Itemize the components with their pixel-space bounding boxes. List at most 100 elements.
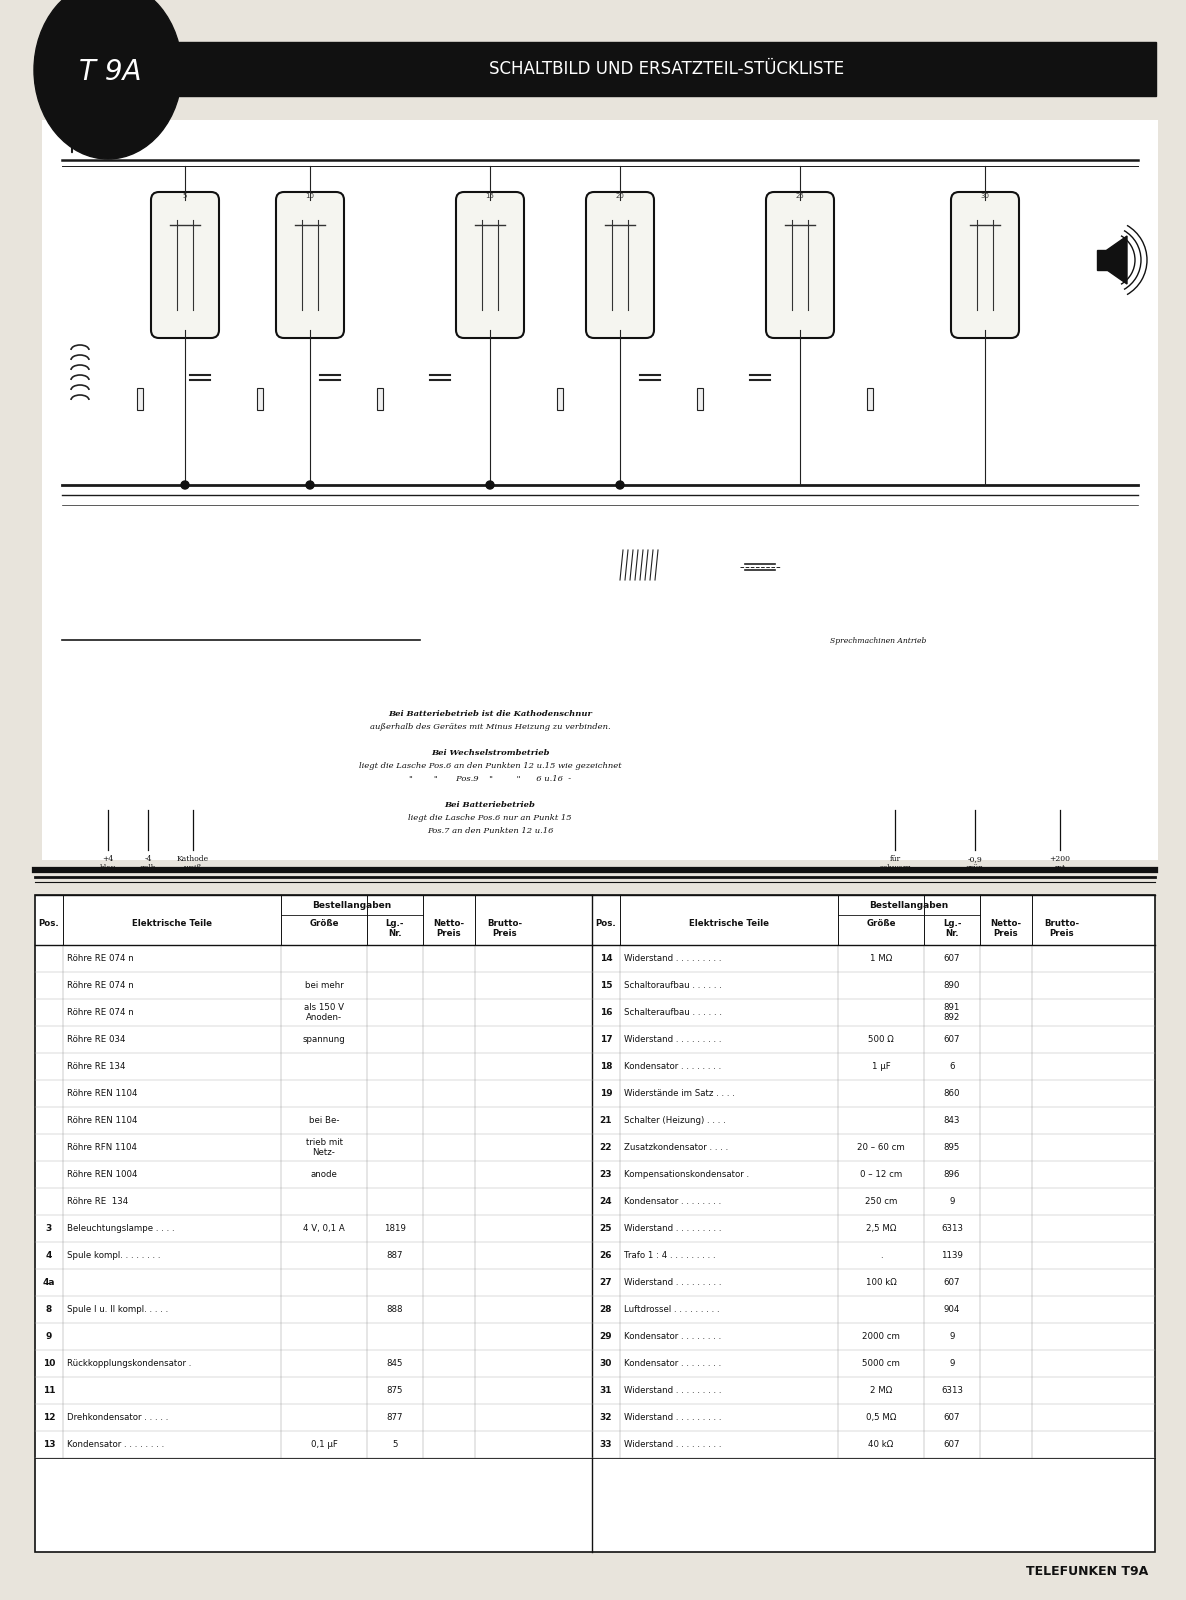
Text: Pos.7 an den Punkten 12 u.16: Pos.7 an den Punkten 12 u.16 — [427, 827, 553, 835]
Text: 6313: 6313 — [940, 1386, 963, 1395]
Text: 9: 9 — [949, 1197, 955, 1206]
Text: 875: 875 — [387, 1386, 403, 1395]
Text: als 150 V
Anoden-: als 150 V Anoden- — [304, 1003, 344, 1022]
Text: 32: 32 — [600, 1413, 612, 1422]
Text: 4 V, 0,1 A: 4 V, 0,1 A — [304, 1224, 345, 1234]
Text: liegt die Lasche Pos.6 an den Punkten 12 u.15 wie gezeichnet: liegt die Lasche Pos.6 an den Punkten 12… — [358, 762, 621, 770]
Text: 9: 9 — [46, 1331, 52, 1341]
Text: 16: 16 — [600, 1008, 612, 1018]
Text: bei Be-: bei Be- — [308, 1117, 339, 1125]
Text: 8: 8 — [46, 1306, 52, 1314]
Text: 250 cm: 250 cm — [865, 1197, 897, 1206]
Circle shape — [306, 482, 314, 490]
Text: 0 – 12 cm: 0 – 12 cm — [860, 1170, 903, 1179]
Text: 9: 9 — [949, 1358, 955, 1368]
Text: Lg.-
Nr.: Lg.- Nr. — [385, 918, 404, 938]
Text: Widerstand . . . . . . . . .: Widerstand . . . . . . . . . — [624, 1413, 721, 1422]
Text: 5: 5 — [183, 194, 187, 198]
Text: Widerstände im Satz . . . .: Widerstände im Satz . . . . — [624, 1090, 735, 1098]
Text: 607: 607 — [944, 1413, 961, 1422]
Text: 0,1 µF: 0,1 µF — [311, 1440, 338, 1450]
Text: Widerstand . . . . . . . . .: Widerstand . . . . . . . . . — [624, 1224, 721, 1234]
Text: Röhre REN 1004: Röhre REN 1004 — [66, 1170, 138, 1179]
Text: Kondensator . . . . . . . .: Kondensator . . . . . . . . — [624, 1331, 721, 1341]
Text: Röhre RE 134: Röhre RE 134 — [66, 1062, 126, 1070]
Text: 15: 15 — [600, 981, 612, 990]
Text: 607: 607 — [944, 954, 961, 963]
Circle shape — [616, 482, 624, 490]
Text: Röhre RE 074 n: Röhre RE 074 n — [66, 981, 134, 990]
Text: Zusatzkondensator . . . .: Zusatzkondensator . . . . — [624, 1142, 728, 1152]
Bar — [697, 387, 703, 410]
Text: Elektrische Teile: Elektrische Teile — [132, 918, 212, 928]
Text: Größe: Größe — [310, 918, 339, 928]
Text: Röhre RE 074 n: Röhre RE 074 n — [66, 954, 134, 963]
Text: außerhalb des Gerätes mit Minus Heizung zu verbinden.: außerhalb des Gerätes mit Minus Heizung … — [370, 723, 611, 731]
Text: Beleuchtungslampe . . . .: Beleuchtungslampe . . . . — [66, 1224, 174, 1234]
Text: spannung: spannung — [302, 1035, 345, 1043]
Text: Kondensator . . . . . . . .: Kondensator . . . . . . . . — [66, 1440, 164, 1450]
Text: Schalter (Heizung) . . . .: Schalter (Heizung) . . . . — [624, 1117, 726, 1125]
Text: 9: 9 — [949, 1331, 955, 1341]
Text: anode: anode — [311, 1170, 338, 1179]
Text: Bei Batteriebetrieb ist die Kathodenschnur: Bei Batteriebetrieb ist die Kathodenschn… — [388, 710, 592, 718]
Text: 1819: 1819 — [384, 1224, 406, 1234]
FancyBboxPatch shape — [455, 192, 524, 338]
Text: 24: 24 — [600, 1197, 612, 1206]
Text: 5000 cm: 5000 cm — [862, 1358, 900, 1368]
Bar — [36, 894, 1155, 1552]
Text: Luftdrossel . . . . . . . . .: Luftdrossel . . . . . . . . . — [624, 1306, 720, 1314]
Ellipse shape — [34, 0, 181, 158]
Text: Brutto-
Preis: Brutto- Preis — [1045, 918, 1079, 938]
Text: 877: 877 — [387, 1413, 403, 1422]
Text: 22: 22 — [600, 1142, 612, 1152]
Text: +200
rot: +200 rot — [1050, 854, 1071, 872]
Text: 10: 10 — [43, 1358, 56, 1368]
Text: Röhre RE  134: Röhre RE 134 — [66, 1197, 128, 1206]
Text: Widerstand . . . . . . . . .: Widerstand . . . . . . . . . — [624, 1440, 721, 1450]
Text: 843: 843 — [944, 1117, 961, 1125]
Text: 4a: 4a — [43, 1278, 56, 1286]
Text: Trafo 1 : 4 . . . . . . . . .: Trafo 1 : 4 . . . . . . . . . — [624, 1251, 715, 1261]
Text: 896: 896 — [944, 1170, 961, 1179]
Text: 895: 895 — [944, 1142, 961, 1152]
Text: 0,5 MΩ: 0,5 MΩ — [866, 1413, 897, 1422]
Text: 15: 15 — [485, 194, 495, 198]
Text: Spule kompl. . . . . . . .: Spule kompl. . . . . . . . — [66, 1251, 160, 1261]
Text: Widerstand . . . . . . . . .: Widerstand . . . . . . . . . — [624, 954, 721, 963]
Text: 17: 17 — [600, 1035, 612, 1043]
Text: SCHALTBILD UND ERSATZTEIL-STÜCKLISTE: SCHALTBILD UND ERSATZTEIL-STÜCKLISTE — [490, 59, 844, 78]
Circle shape — [486, 482, 495, 490]
Text: -4
gelb: -4 gelb — [140, 854, 157, 872]
Text: Röhre RE 034: Röhre RE 034 — [66, 1035, 126, 1043]
Text: Widerstand . . . . . . . . .: Widerstand . . . . . . . . . — [624, 1035, 721, 1043]
Text: Bei Batteriebetrieb: Bei Batteriebetrieb — [445, 802, 535, 810]
Text: Widerstand . . . . . . . . .: Widerstand . . . . . . . . . — [624, 1278, 721, 1286]
Text: Netto-
Preis: Netto- Preis — [990, 918, 1021, 938]
Text: Lg.-
Nr.: Lg.- Nr. — [943, 918, 961, 938]
Text: Röhre REN 1104: Röhre REN 1104 — [66, 1090, 138, 1098]
Text: Netto-
Preis: Netto- Preis — [433, 918, 465, 938]
Text: 29: 29 — [600, 1331, 612, 1341]
Text: Sprechmachinen Antrieb: Sprechmachinen Antrieb — [830, 637, 926, 645]
Text: Bei Wechselstrombetrieb: Bei Wechselstrombetrieb — [431, 749, 549, 757]
Text: 18: 18 — [600, 1062, 612, 1070]
Text: Pos.: Pos. — [595, 918, 617, 928]
Text: 1 MΩ: 1 MΩ — [869, 954, 892, 963]
Text: 1 µF: 1 µF — [872, 1062, 891, 1070]
Text: Kondensator . . . . . . . .: Kondensator . . . . . . . . — [624, 1062, 721, 1070]
Text: Schaltoraufbau . . . . . .: Schaltoraufbau . . . . . . — [624, 981, 722, 990]
Text: Röhre RFN 1104: Röhre RFN 1104 — [66, 1142, 138, 1152]
Text: 27: 27 — [600, 1278, 612, 1286]
Text: 30: 30 — [981, 194, 989, 198]
Text: 33: 33 — [600, 1440, 612, 1450]
Text: 2000 cm: 2000 cm — [862, 1331, 900, 1341]
Text: Schalteraufbau . . . . . .: Schalteraufbau . . . . . . — [624, 1008, 722, 1018]
Text: 40 kΩ: 40 kΩ — [868, 1440, 893, 1450]
Text: für
schwarz: für schwarz — [879, 854, 911, 872]
Text: 26: 26 — [600, 1251, 612, 1261]
Text: Kondensator . . . . . . . .: Kondensator . . . . . . . . — [624, 1197, 721, 1206]
Text: T 9A: T 9A — [78, 58, 141, 86]
Text: 6313: 6313 — [940, 1224, 963, 1234]
Bar — [557, 387, 563, 410]
